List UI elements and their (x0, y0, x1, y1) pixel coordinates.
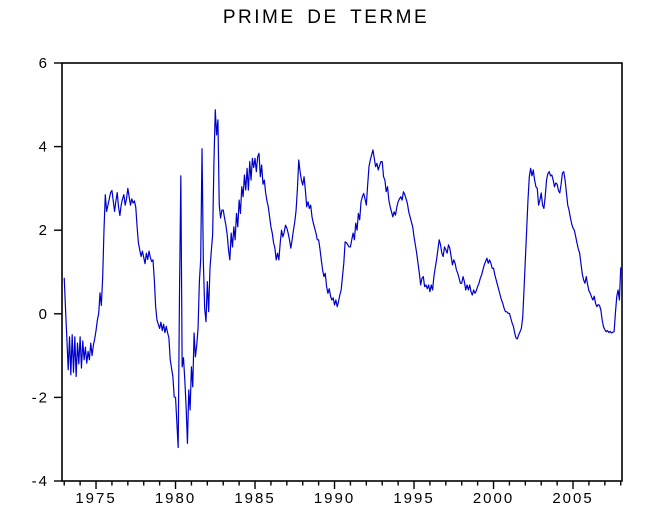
x-axis-tick-label: 1985 (234, 490, 275, 507)
x-axis-tick-label: 2005 (552, 490, 593, 507)
y-axis-tick-label: 4 (39, 139, 49, 156)
x-axis-tick-label: 1975 (75, 490, 116, 507)
x-axis-tick-label: 2000 (473, 490, 514, 507)
series-line (63, 109, 622, 449)
y-axis-tick-label: 6 (39, 55, 49, 72)
y-axis-tick-label: -4 (32, 473, 49, 490)
chart-title: PRIME DE TERME (222, 7, 430, 28)
x-axis-tick-label: 1980 (155, 490, 196, 507)
y-axis-tick-label: 0 (39, 306, 49, 323)
axis-frame (61, 62, 623, 482)
x-axis-tick-label: 1990 (314, 490, 355, 507)
y-axis-tick-label: -2 (32, 389, 49, 406)
x-axis-tick-label: 1995 (393, 490, 434, 507)
y-axis-tick-label: 2 (39, 222, 49, 239)
